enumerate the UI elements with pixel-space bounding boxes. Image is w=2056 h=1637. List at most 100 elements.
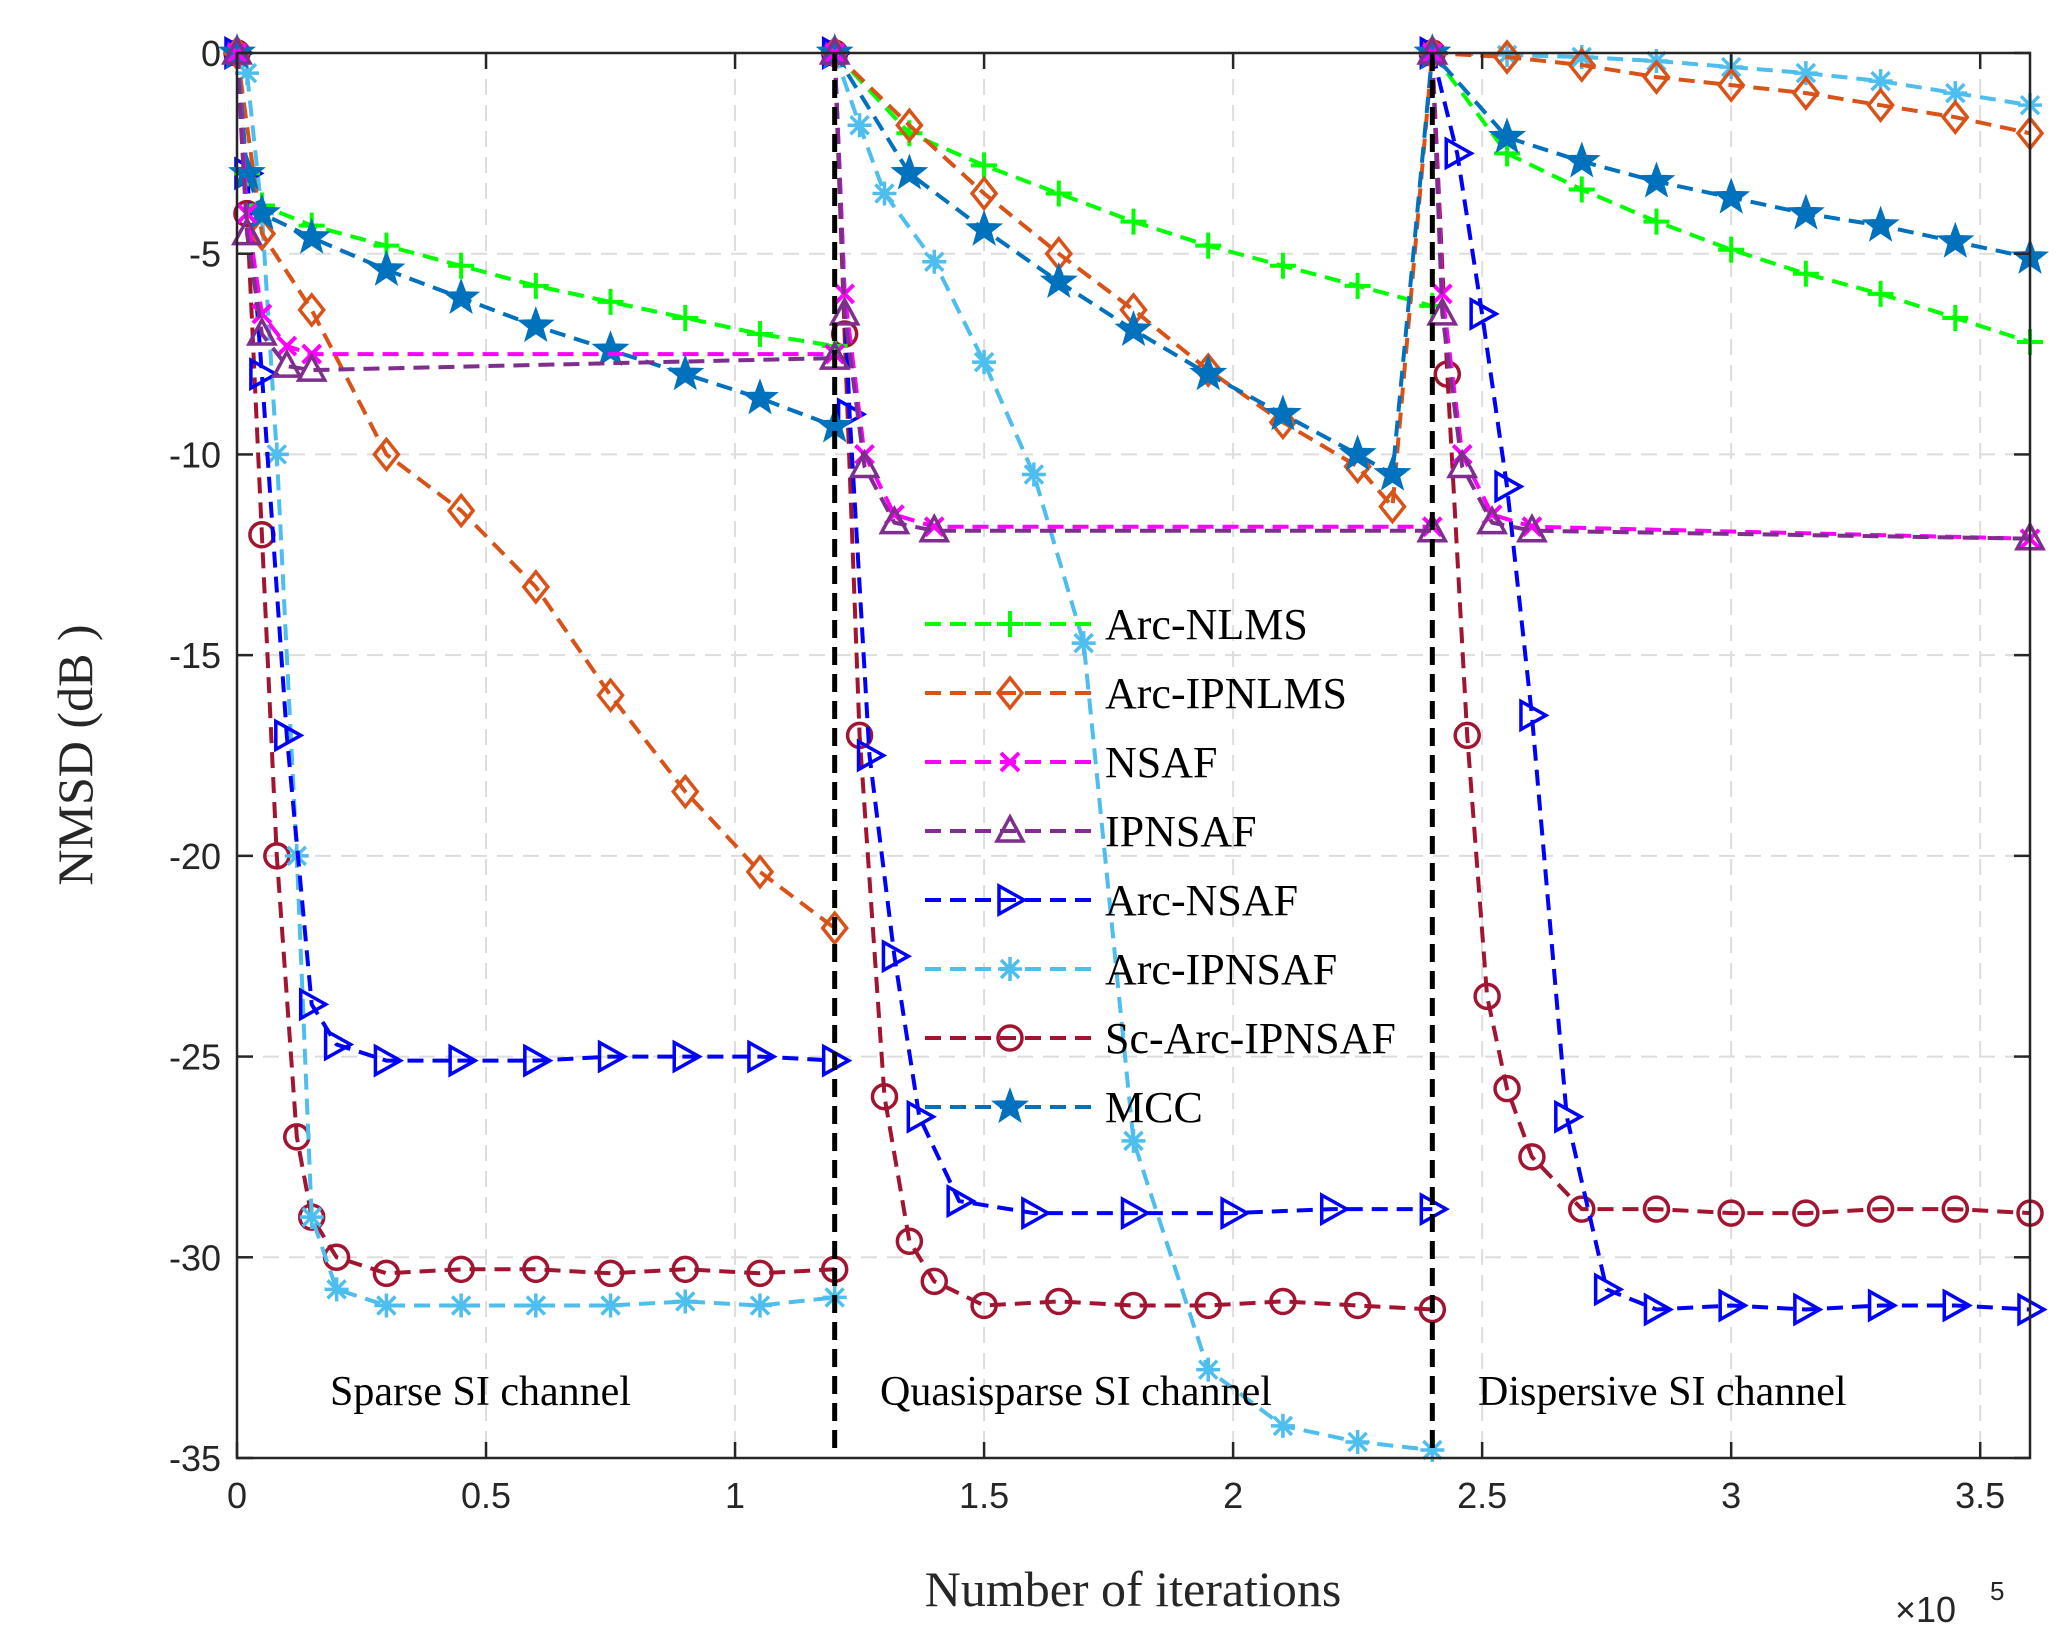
data-point [264, 442, 289, 467]
data-point [972, 350, 997, 375]
data-point [1446, 448, 1479, 479]
data-point [245, 316, 278, 346]
data-point [1373, 454, 1412, 491]
data-point [1269, 252, 1296, 279]
legend-label: Arc-NLMS [1105, 600, 1308, 649]
data-point [1717, 1199, 1745, 1227]
data-point [1263, 394, 1302, 431]
data-point [1194, 1291, 1222, 1320]
data-point [920, 1267, 949, 1296]
data-point [1189, 354, 1228, 391]
y-tick-label: -30 [169, 1237, 221, 1278]
data-point [1569, 45, 1594, 70]
y-tick-label: -5 [189, 234, 221, 275]
data-point [1431, 283, 1453, 305]
data-point [1643, 1292, 1675, 1327]
data-point [1469, 296, 1500, 331]
channel-annotations: Sparse SI channel Quasisparse SI channel D… [330, 1369, 1847, 1415]
data-point [1021, 1196, 1052, 1231]
series-mcc [218, 33, 2049, 491]
data-point [1378, 488, 1407, 525]
data-point [1516, 513, 1548, 543]
x-tick-label: 0 [227, 1475, 247, 1516]
data-point [1637, 161, 1676, 198]
data-point [372, 436, 401, 473]
legend-marker [991, 1087, 1029, 1124]
plot-area-frame [235, 51, 2032, 1460]
data-point [598, 1293, 623, 1318]
data-point [1593, 1272, 1625, 1307]
channel-boundaries [832, 53, 1435, 1458]
x-tick-label: 3.5 [1955, 1475, 2005, 1516]
data-point [1941, 99, 1970, 136]
data-point [521, 569, 551, 605]
data-point [1941, 1195, 1970, 1223]
x-tick-label: 3 [1721, 1475, 1741, 1516]
data-point [1344, 272, 1371, 299]
data-point [881, 939, 913, 974]
data-point [1476, 504, 1509, 535]
series-arc-ipnlms [222, 35, 2045, 946]
data-point [1554, 1099, 1585, 1134]
legend-label: Sc-Arc-IPNSAF [1105, 1014, 1396, 1063]
data-point [1269, 1287, 1297, 1316]
data-point [522, 1255, 550, 1284]
data-point [1793, 1292, 1824, 1327]
data-point [1942, 304, 1969, 331]
data-point [918, 513, 951, 543]
data-point [741, 378, 779, 415]
data-point [295, 352, 328, 382]
data-point [671, 1255, 699, 1284]
legend-label: NSAF [1105, 738, 1218, 787]
data-point [1473, 982, 1501, 1011]
series-line [235, 52, 835, 1063]
data-point [872, 181, 897, 206]
data-point [890, 153, 929, 190]
data-point [971, 152, 998, 179]
series-line [1430, 52, 2031, 1312]
x-axis-exponent: ×10 [1895, 1589, 1956, 1630]
data-point [2017, 1292, 2048, 1327]
channel-annotation: Quasisparse SI channel [880, 1369, 1272, 1415]
data-point [1114, 310, 1153, 347]
x-axis-exponent-power: 5 [1990, 1576, 2004, 1606]
data-point [1196, 1357, 1221, 1382]
data-point [1642, 1195, 1671, 1223]
data-point [1718, 1288, 1749, 1323]
data-point [1792, 260, 1819, 287]
series-line [832, 52, 1433, 1452]
data-point [447, 1255, 475, 1284]
axis-ticks: 0 0.5 1 1.5 2 2.5 3 3.5 0 -5 -10 -15 -20 -25 -30 -35 [169, 33, 2030, 1516]
data-point [442, 277, 481, 314]
data-point [1518, 1143, 1546, 1171]
y-tick-label: -15 [169, 635, 221, 676]
data-point [231, 215, 263, 246]
channel-annotation: Sparse SI channel [330, 1369, 631, 1415]
data-point [523, 1293, 548, 1318]
series-line [832, 52, 1433, 533]
data-point [847, 113, 872, 138]
data-point [596, 1259, 625, 1288]
data-point [1119, 1291, 1148, 1320]
series-line [1430, 52, 2031, 541]
data-point [1270, 1413, 1295, 1438]
data-point [747, 1293, 772, 1318]
data-point [1867, 1288, 1899, 1323]
data-point [1494, 469, 1525, 504]
data-point [1936, 221, 1975, 258]
data-point [746, 1259, 774, 1288]
data-point [834, 283, 856, 305]
data-point [856, 738, 888, 773]
data-point [1792, 1199, 1820, 1227]
data-point [1193, 352, 1223, 388]
y-tick-label: -20 [169, 836, 221, 877]
data-point [1195, 232, 1222, 259]
data-point [597, 1039, 629, 1074]
data-point [1861, 205, 1900, 242]
data-point [671, 773, 700, 810]
data-point [1493, 1074, 1521, 1103]
legend-label: MCC [1105, 1083, 1203, 1132]
data-point [1488, 117, 1526, 154]
legend-label: Arc-IPNSAF [1105, 945, 1337, 994]
